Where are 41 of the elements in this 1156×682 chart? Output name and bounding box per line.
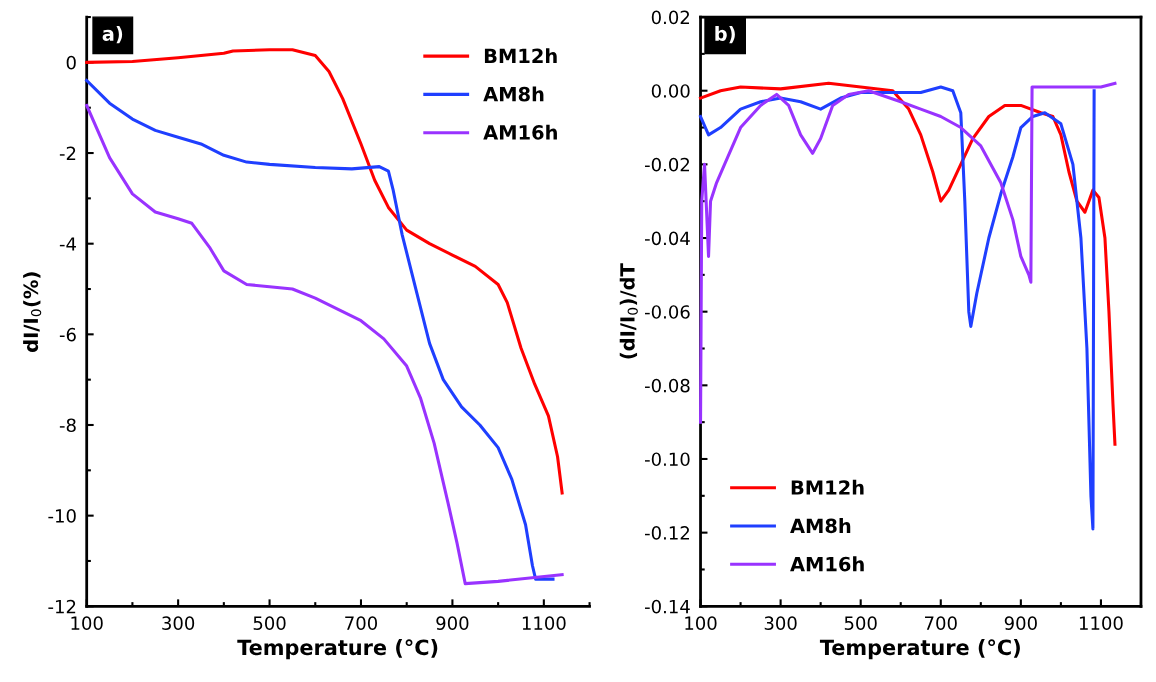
y-tick-label: 0 xyxy=(66,55,76,70)
y-tick-label: -4 xyxy=(59,237,76,251)
y-tick-label: -2 xyxy=(59,146,76,160)
x-axis-title: Temperature (°C) xyxy=(819,639,1020,660)
y-tick-label: -0.04 xyxy=(644,231,690,246)
y-tick-label: 0.02 xyxy=(651,10,690,25)
y-tick-label: 0.00 xyxy=(651,84,690,98)
y-axis-title: (dI/I$_{0}$)/dT xyxy=(619,263,638,359)
x-tick-label: 700 xyxy=(925,616,957,630)
y-tick-label: -0.06 xyxy=(644,305,690,319)
annotation: a) xyxy=(102,25,123,44)
x-tick-label: 300 xyxy=(764,616,797,630)
x-tick-label: 1100 xyxy=(522,616,566,630)
y-tick-label: -12 xyxy=(48,599,76,614)
y-axis-title: dI/I$_{0}$(%) xyxy=(23,272,42,352)
line-series xyxy=(85,48,564,495)
x-tick-label: 500 xyxy=(253,616,286,630)
legend-label: AM16h xyxy=(790,556,864,572)
y-tick-label: -0.02 xyxy=(644,157,690,172)
legend-label: BM12h xyxy=(791,479,864,495)
legend-label: AM16h xyxy=(483,124,557,140)
y-tick-label: -0.14 xyxy=(644,599,690,614)
x-tick-label: 300 xyxy=(162,616,195,630)
x-tick-label: 900 xyxy=(1004,616,1037,630)
legend-label: AM8h xyxy=(483,86,544,102)
annotation: b) xyxy=(715,25,735,44)
y-tick-label: -10 xyxy=(48,509,76,523)
x-tick-label: 900 xyxy=(436,616,469,630)
y-tick-label: -0.08 xyxy=(644,378,690,393)
x-axis-title: Temperature (°C) xyxy=(237,639,438,660)
x-tick-label: 1100 xyxy=(1079,616,1123,630)
y-tick-label: -6 xyxy=(59,327,76,342)
y-tick-label: -0.10 xyxy=(644,452,690,467)
x-tick-label: 100 xyxy=(685,616,717,630)
x-tick-label: 700 xyxy=(345,616,378,630)
y-tick-label: -0.12 xyxy=(644,526,690,540)
y-tick-label: -8 xyxy=(59,418,76,433)
x-tick-label: 500 xyxy=(844,616,877,630)
legend-label: BM12h xyxy=(484,48,557,63)
legend-label: AM8h xyxy=(790,518,851,534)
x-tick-label: 100 xyxy=(71,616,103,630)
